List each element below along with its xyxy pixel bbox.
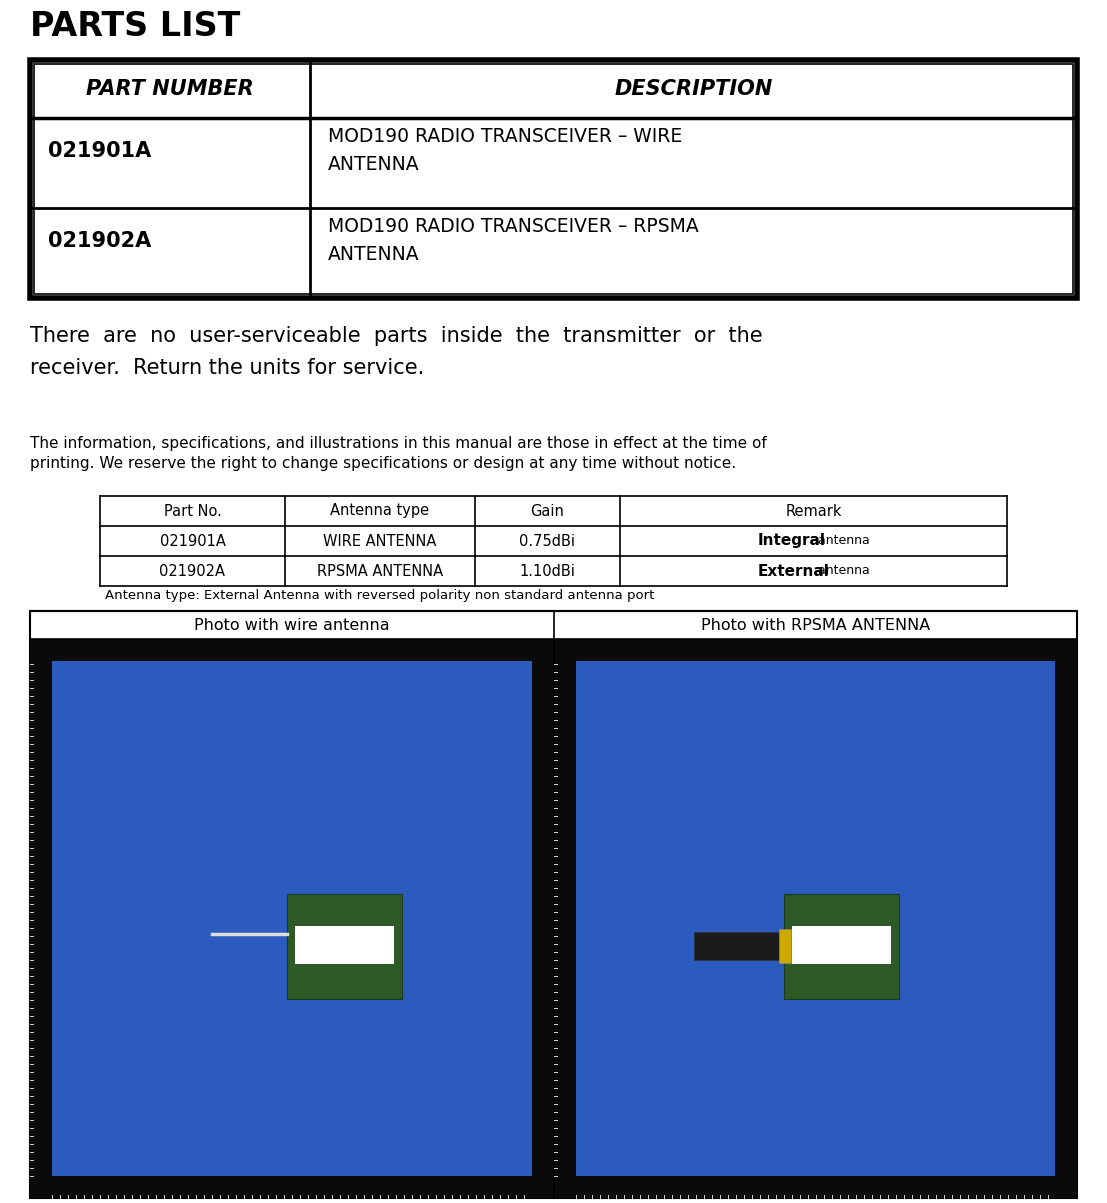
Text: External: External — [757, 563, 829, 579]
Text: PART NUMBER: PART NUMBER — [86, 79, 254, 99]
Bar — [30, 639, 554, 660]
Text: receiver.  Return the units for service.: receiver. Return the units for service. — [30, 358, 424, 378]
Text: Antenna type: External Antenna with reversed polarity non standard antenna port: Antenna type: External Antenna with reve… — [105, 589, 654, 602]
Text: RPSMA ANTENNA: RPSMA ANTENNA — [317, 563, 443, 579]
Bar — [779, 930, 790, 964]
Text: DESCRIPTION: DESCRIPTION — [614, 79, 773, 99]
Text: Integral: Integral — [757, 533, 826, 549]
Bar — [554, 639, 1077, 660]
Text: 021902A: 021902A — [48, 231, 152, 251]
Text: WIRE ANTENNA: WIRE ANTENNA — [323, 533, 436, 549]
Text: Photo with RPSMA ANTENNA: Photo with RPSMA ANTENNA — [701, 617, 930, 633]
Bar — [30, 1177, 554, 1198]
Text: 021901A: 021901A — [48, 141, 152, 161]
Bar — [294, 926, 394, 965]
Bar — [531, 639, 554, 1198]
Text: Gain: Gain — [530, 504, 565, 518]
Text: Part No.: Part No. — [164, 504, 221, 518]
Bar — [34, 64, 1073, 294]
Bar — [30, 639, 554, 1198]
Text: 021901A: 021901A — [159, 533, 226, 549]
Text: antenna: antenna — [814, 564, 869, 577]
Text: There  are  no  user-serviceable  parts  inside  the  transmitter  or  the: There are no user-serviceable parts insi… — [30, 326, 763, 346]
Text: antenna: antenna — [814, 534, 869, 547]
Bar — [30, 611, 1077, 1198]
Text: 021902A: 021902A — [159, 563, 226, 579]
Text: 1.10dBi: 1.10dBi — [519, 563, 576, 579]
Bar — [554, 639, 1077, 1198]
Bar — [554, 1177, 1077, 1198]
Text: Antenna type: Antenna type — [330, 504, 430, 518]
Text: MOD190 RADIO TRANSCEIVER – WIRE
ANTENNA: MOD190 RADIO TRANSCEIVER – WIRE ANTENNA — [328, 128, 682, 174]
Bar — [554, 639, 576, 1198]
Text: printing. We reserve the right to change specifications or design at any time wi: printing. We reserve the right to change… — [30, 456, 736, 472]
Bar — [1055, 639, 1077, 1198]
Text: PARTS LIST: PARTS LIST — [30, 10, 240, 43]
Text: Photo with wire antenna: Photo with wire antenna — [194, 617, 390, 633]
Text: 0.75dBi: 0.75dBi — [519, 533, 576, 549]
Bar — [287, 894, 402, 998]
Bar — [30, 60, 1077, 298]
Bar — [30, 639, 52, 1198]
Bar — [792, 926, 891, 965]
Bar — [784, 894, 899, 998]
Text: MOD190 RADIO TRANSCEIVER – RPSMA
ANTENNA: MOD190 RADIO TRANSCEIVER – RPSMA ANTENNA — [328, 218, 699, 265]
Text: The information, specifications, and illustrations in this manual are those in e: The information, specifications, and ill… — [30, 435, 767, 451]
Bar — [694, 932, 789, 960]
Text: Remark: Remark — [785, 504, 841, 518]
